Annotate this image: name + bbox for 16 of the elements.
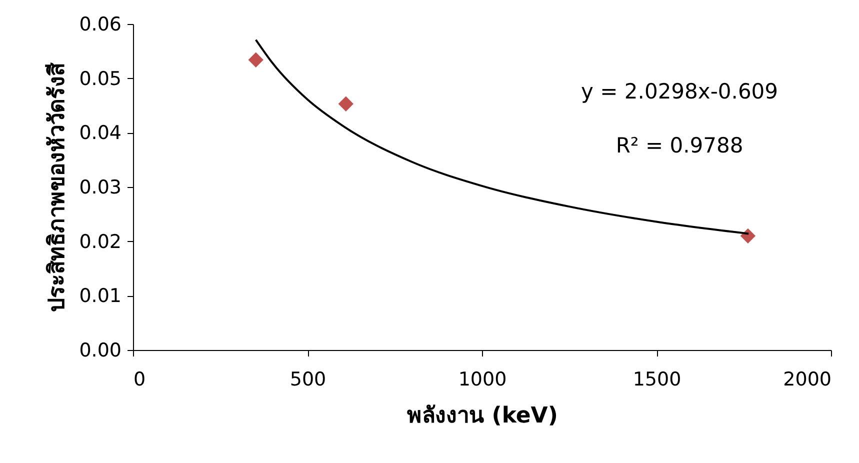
y-tick-label: 0.04	[79, 122, 122, 144]
x-axis-title: พลังงาน (keV)	[407, 404, 558, 428]
annotation: R² = 0.9788	[616, 133, 744, 158]
annotation: y = 2.0298x-0.609	[581, 79, 778, 104]
x-tick-label: 500	[290, 368, 326, 390]
y-tick-label: 0.03	[79, 176, 122, 198]
x-tick-label: 2000	[783, 368, 832, 390]
x-tick-label: 0	[134, 368, 146, 390]
y-tick-label: 0.06	[79, 14, 122, 36]
y-tick-label: 0.00	[79, 340, 122, 362]
y-tick-label: 0.02	[79, 230, 122, 253]
y-tick-label: 0.05	[79, 68, 122, 90]
y-tick-label: 0.01	[79, 285, 122, 308]
x-tick-label: 1000	[458, 368, 507, 390]
y-axis-title: ประสิทธิภาพของหัววัดรังสี	[45, 62, 70, 312]
x-tick-label: 1500	[632, 368, 682, 390]
